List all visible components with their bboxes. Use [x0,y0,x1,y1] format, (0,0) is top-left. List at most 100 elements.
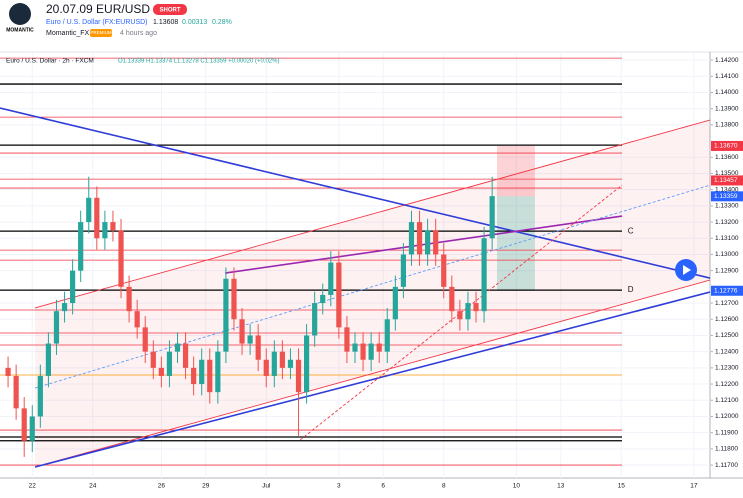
candle-body [86,197,92,223]
x-tick-label: 8 [442,483,446,490]
candle-body [21,408,27,441]
candle-body [295,359,302,393]
time-ago: 4 hours ago [120,30,157,37]
candle-body [174,343,181,352]
candle-body [433,230,439,255]
quote-change: 0.00313 [182,19,207,26]
x-tick-label: 15 [618,483,626,490]
candle-body [352,343,358,352]
candle-body [199,359,205,385]
badge-bg [153,4,187,15]
candle-body [126,286,132,312]
annotation: D [628,285,634,294]
candle-body [376,343,382,352]
y-tick-label: 1.14000 [715,89,739,96]
y-tick-label: 1.13300 [715,203,739,210]
price-label: 1.12776 [714,287,738,294]
candle-body [94,197,100,239]
symbol[interactable]: Euro / U.S. Dollar (FX:EURUSD) [46,19,148,26]
y-tick-label: 1.12400 [715,348,739,355]
candle-body [255,335,261,360]
candle-body [13,375,19,409]
y-tick-label: 1.13500 [715,170,739,177]
x-tick-label: 6 [381,483,385,490]
candle-body [392,286,398,320]
y-tick-label: 1.13400 [715,186,739,193]
candle-body [223,278,229,352]
candle-body [489,196,495,239]
x-tick-label: 29 [202,483,210,490]
candle-body [473,303,479,312]
candle-body [207,359,213,393]
candle-body [465,303,471,320]
logo-text: MOMANTIC [6,27,34,33]
candle-body [53,311,60,344]
premium-badge: PREMIUM [90,30,112,35]
stop-zone [497,145,535,197]
x-tick-label: 22 [29,483,37,490]
premium-bg [90,29,112,37]
quote-change-pct: 0.28% [212,19,232,26]
author[interactable]: Momantic_FX [46,30,90,37]
candle-body [70,270,76,304]
candle-body [118,230,124,287]
idea-title: 20.07.09 EUR/USD [46,2,150,16]
candle-body [344,327,350,352]
y-tick-label: 1.12200 [715,381,739,388]
candle-body [328,262,334,295]
candle-body [416,222,423,255]
candle-body [215,351,221,393]
candle-body [231,278,237,320]
candle-body [408,222,415,255]
y-tick-label: 1.12500 [715,332,739,339]
channel-lower [34,279,710,468]
logo [9,3,31,25]
play-icon[interactable] [683,265,691,275]
candle-body [78,222,84,271]
y-tick-label: 1.13100 [715,235,739,242]
candle-body [457,311,463,320]
short-badge: SHORT [160,8,181,14]
candle-body [320,294,326,304]
candle-body [5,367,11,376]
trendline [34,184,710,389]
candle-body [449,286,455,312]
y-tick-label: 1.14100 [715,73,739,80]
plot [0,52,710,478]
trendline [224,215,623,274]
candle-body [441,254,447,287]
y-tick-label: 1.13200 [715,219,739,226]
candle-body [45,343,52,376]
candle-body [360,343,366,360]
candle-body [336,262,342,328]
price-label-bg [711,140,743,151]
price-label-bg [711,175,743,186]
candle-body [142,327,148,352]
channel-fill [35,120,710,467]
candle-body [191,367,197,385]
candle-body [263,359,269,376]
candle-body [110,222,116,231]
candle-body [247,335,253,344]
candle-body [29,416,35,441]
x-tick-label: 10 [513,483,521,490]
candle-body [279,351,285,368]
x-tick-label: 26 [158,483,166,490]
candle-body [425,230,431,255]
price-label: 1.13359 [714,193,738,200]
candle-body [166,351,173,376]
y-tick-label: 1.11700 [715,462,738,469]
candle-body [303,335,310,393]
y-tick-label: 1.13000 [715,251,739,258]
candle-body [239,319,245,344]
trendline [34,291,710,468]
candle-body [481,238,487,312]
x-tick-label: 17 [690,483,698,490]
candle-body [150,351,156,368]
price-label-bg [711,285,743,296]
trendline [0,107,710,279]
candle-body [312,303,318,336]
y-tick-label: 1.11800 [715,446,738,453]
legend-ohlc: O1.13339 H1.13374 L1.13278 C1.13359 +0.0… [118,59,279,65]
